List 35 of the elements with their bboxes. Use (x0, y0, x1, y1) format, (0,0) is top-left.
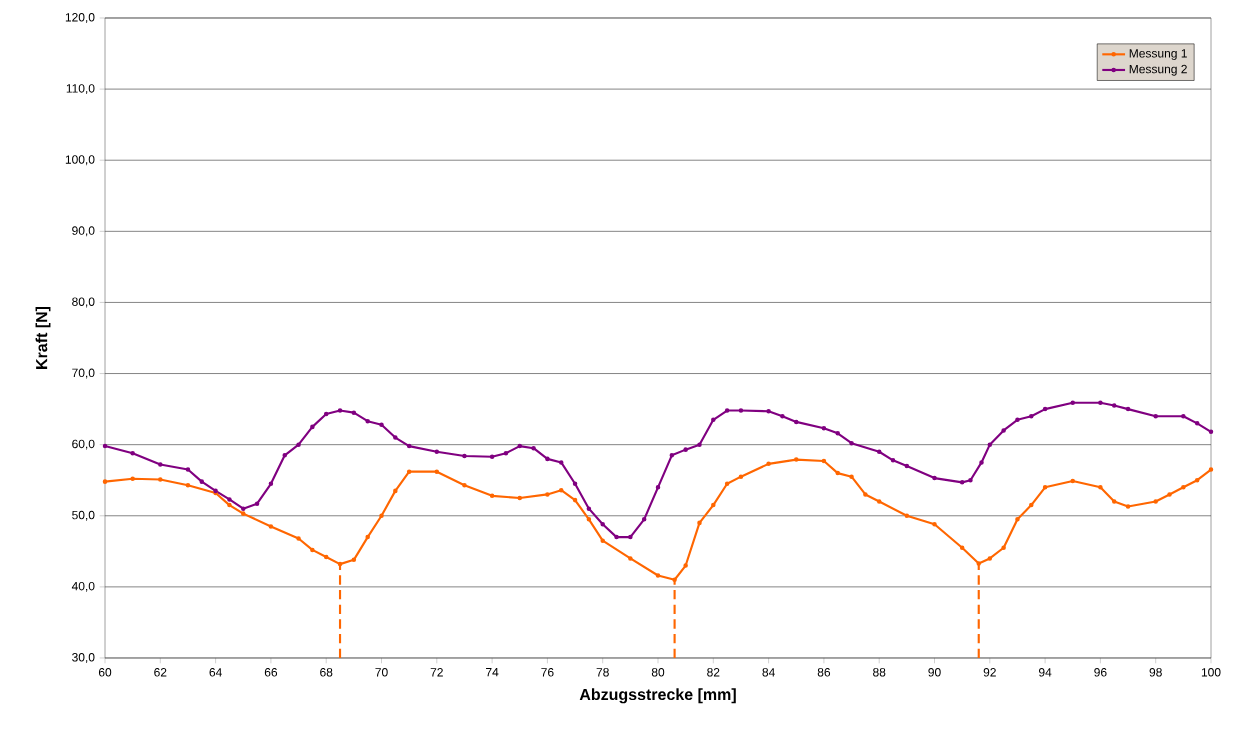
y-tick-label: 80,0 (72, 297, 95, 308)
x-tick-label: 86 (817, 668, 831, 677)
x-tick-label: 94 (1039, 668, 1052, 677)
x-tick-label: 100 (1201, 668, 1221, 677)
x-axis-title: Abzugsstrecke [mm] (579, 688, 736, 704)
y-tick-label: 110,0 (66, 84, 95, 95)
y-tick-label: 70,0 (72, 368, 95, 379)
x-tick-label: 90 (928, 668, 941, 677)
x-tick-label: 62 (154, 668, 167, 677)
x-tick-label: 64 (209, 668, 222, 677)
y-tick-label: 40,0 (71, 581, 95, 592)
legend-label: Messung 2 (1129, 64, 1187, 76)
x-tick-label: 68 (320, 668, 333, 677)
y-tick-label: 60,0 (72, 439, 95, 450)
y-tick-label: 90,0 (72, 226, 95, 237)
x-tick-label: 80 (651, 668, 665, 677)
y-axis-title: Kraft [N] (35, 306, 51, 369)
x-tick-label: 70 (375, 668, 388, 677)
x-tick-label: 82 (707, 668, 720, 677)
x-tick-label: 76 (541, 668, 554, 677)
x-tick-label: 96 (1094, 668, 1107, 677)
x-tick-label: 72 (430, 668, 443, 677)
legend-label: Messung 1 (1129, 49, 1187, 60)
y-tick-label: 120,0 (65, 13, 95, 23)
x-tick-label: 84 (762, 668, 775, 677)
x-tick-label: 66 (264, 668, 278, 677)
x-tick-label: 98 (1149, 668, 1162, 677)
y-tick-label: 30,0 (72, 653, 95, 663)
y-tick-label: 50,0 (72, 510, 95, 521)
x-tick-label: 92 (983, 668, 996, 677)
x-tick-label: 74 (486, 668, 499, 677)
x-tick-label: 60 (98, 668, 112, 677)
x-tick-label: 78 (596, 668, 609, 677)
y-tick-label: 100,0 (65, 155, 95, 166)
x-tick-label: 88 (873, 668, 886, 677)
